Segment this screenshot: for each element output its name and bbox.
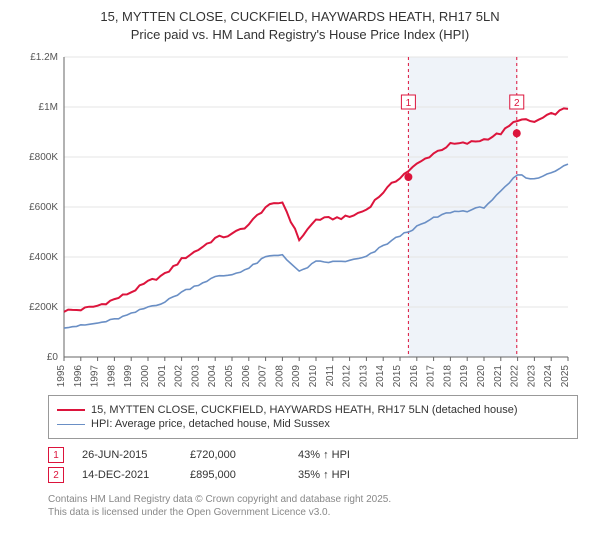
series-marker: [513, 129, 521, 137]
x-tick-label: 1998: [106, 365, 117, 388]
x-tick-label: 2010: [308, 365, 319, 388]
x-tick-label: 2015: [392, 365, 403, 388]
series-marker: [404, 173, 412, 181]
legend-label: HPI: Average price, detached house, Mid …: [91, 418, 330, 430]
x-tick-label: 1996: [73, 365, 84, 388]
x-tick-label: 2017: [426, 365, 437, 388]
x-tick-label: 2021: [493, 365, 504, 388]
legend: 15, MYTTEN CLOSE, CUCKFIELD, HAYWARDS HE…: [48, 395, 578, 439]
datapoint-date: 14-DEC-2021: [82, 469, 172, 481]
x-tick-label: 2014: [375, 365, 386, 388]
legend-swatch: [57, 409, 85, 411]
title-line-2: Price paid vs. HM Land Registry's House …: [10, 26, 590, 44]
legend-swatch: [57, 424, 85, 425]
legend-item: HPI: Average price, detached house, Mid …: [57, 418, 569, 430]
x-tick-label: 2016: [409, 365, 420, 388]
x-tick-label: 2013: [358, 365, 369, 388]
y-tick-label: £0: [47, 352, 59, 363]
x-tick-label: 2018: [442, 365, 453, 388]
x-tick-label: 2009: [291, 365, 302, 388]
x-tick-label: 2020: [476, 365, 487, 388]
datapoint-delta: 43% ↑ HPI: [298, 449, 388, 461]
chart-area: £0 £200K £400K £600K £800K £1M £1.2M 1995 1996 19…: [20, 49, 580, 389]
y-tick-label: £400K: [29, 252, 58, 263]
attribution-line-2: This data is licensed under the Open Gov…: [48, 506, 578, 519]
datapoint-price: £720,000: [190, 449, 280, 461]
x-tick-label: 2000: [140, 365, 151, 388]
x-tick-label: 1997: [90, 365, 101, 388]
line-chart-svg: £0 £200K £400K £600K £800K £1M £1.2M 1995 1996 19…: [20, 49, 580, 389]
x-tick-label: 2001: [157, 365, 168, 388]
x-tick-label: 2007: [258, 365, 269, 388]
x-tick-label: 1995: [56, 365, 67, 388]
y-tick-label: £800K: [29, 152, 58, 163]
y-tick-label: £1.2M: [30, 52, 58, 63]
x-tick-label: 2024: [543, 365, 554, 388]
event-marker-label: 2: [514, 98, 520, 109]
x-tick-label: 2006: [241, 365, 252, 388]
figure-container: 15, MYTTEN CLOSE, CUCKFIELD, HAYWARDS HE…: [0, 0, 600, 529]
x-tick-label: 2002: [174, 365, 185, 388]
datapoint-row: 2 14-DEC-2021 £895,000 35% ↑ HPI: [48, 467, 578, 483]
x-tick-label: 2005: [224, 365, 235, 388]
datapoint-delta: 35% ↑ HPI: [298, 469, 388, 481]
y-tick-label: £600K: [29, 202, 58, 213]
datapoint-row: 1 26-JUN-2015 £720,000 43% ↑ HPI: [48, 447, 578, 463]
x-tick-label: 2003: [190, 365, 201, 388]
attribution: Contains HM Land Registry data © Crown c…: [48, 493, 578, 519]
x-tick-label: 2011: [325, 365, 336, 387]
x-tick-label: 2012: [342, 365, 353, 388]
legend-label: 15, MYTTEN CLOSE, CUCKFIELD, HAYWARDS HE…: [91, 404, 517, 416]
y-tick-label: £1M: [39, 102, 58, 113]
datapoint-marker: 1: [48, 447, 64, 463]
attribution-line-1: Contains HM Land Registry data © Crown c…: [48, 493, 578, 506]
datapoint-marker: 2: [48, 467, 64, 483]
x-tick-label: 2008: [274, 365, 285, 388]
x-tick-label: 1999: [123, 365, 134, 388]
x-tick-label: 2022: [510, 365, 521, 388]
datapoints-table: 1 26-JUN-2015 £720,000 43% ↑ HPI 2 14-DEC-202…: [48, 447, 578, 483]
x-tick-label: 2023: [526, 365, 537, 388]
datapoint-date: 26-JUN-2015: [82, 449, 172, 461]
legend-item: 15, MYTTEN CLOSE, CUCKFIELD, HAYWARDS HE…: [57, 404, 569, 416]
datapoint-price: £895,000: [190, 469, 280, 481]
chart-title: 15, MYTTEN CLOSE, CUCKFIELD, HAYWARDS HE…: [10, 8, 590, 43]
x-tick-label: 2019: [459, 365, 470, 388]
x-tick-label: 2025: [560, 365, 571, 388]
x-tick-label: 2004: [207, 365, 218, 388]
y-tick-label: £200K: [29, 302, 58, 313]
title-line-1: 15, MYTTEN CLOSE, CUCKFIELD, HAYWARDS HE…: [10, 8, 590, 26]
event-marker-label: 1: [406, 98, 412, 109]
